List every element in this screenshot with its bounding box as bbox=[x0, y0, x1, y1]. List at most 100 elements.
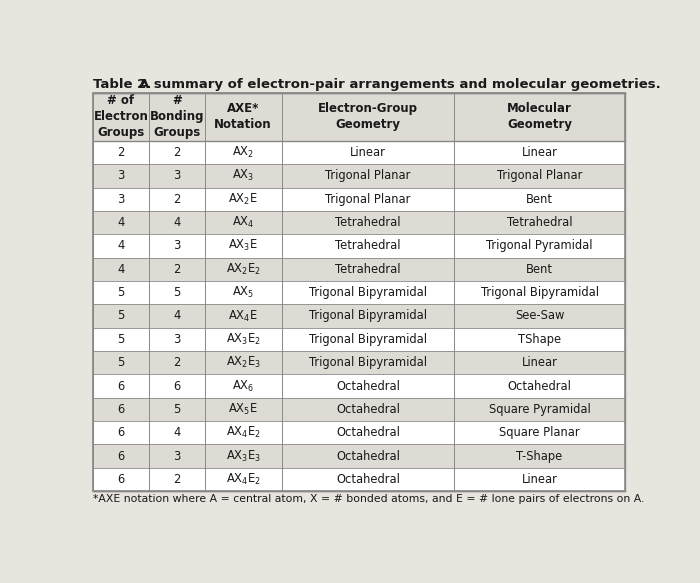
Text: 3: 3 bbox=[173, 333, 181, 346]
Text: A summary of electron-pair arrangements and molecular geometries.: A summary of electron-pair arrangements … bbox=[139, 79, 661, 92]
Text: 6: 6 bbox=[117, 403, 125, 416]
Bar bbox=[93, 141, 624, 164]
Text: 2: 2 bbox=[173, 263, 181, 276]
Text: AX$_5$: AX$_5$ bbox=[232, 285, 254, 300]
Bar bbox=[93, 374, 624, 398]
Text: AX$_2$E$_3$: AX$_2$E$_3$ bbox=[225, 355, 260, 370]
Text: Trigonal Bipyramidal: Trigonal Bipyramidal bbox=[309, 286, 427, 299]
Bar bbox=[93, 93, 624, 491]
Text: 2: 2 bbox=[173, 193, 181, 206]
Text: AXE*
Notation: AXE* Notation bbox=[214, 103, 272, 131]
Text: Tetrahedral: Tetrahedral bbox=[335, 216, 401, 229]
Text: Octahedral: Octahedral bbox=[508, 380, 571, 392]
Text: Tetrahedral: Tetrahedral bbox=[507, 216, 573, 229]
Text: Octahedral: Octahedral bbox=[336, 449, 400, 463]
Text: Electron-Group
Geometry: Electron-Group Geometry bbox=[318, 103, 418, 131]
Text: Trigonal Bipyramidal: Trigonal Bipyramidal bbox=[480, 286, 598, 299]
Bar bbox=[93, 258, 624, 281]
Text: 2: 2 bbox=[173, 473, 181, 486]
Text: # of
Electron
Groups: # of Electron Groups bbox=[93, 94, 148, 139]
Text: 4: 4 bbox=[173, 310, 181, 322]
Bar bbox=[93, 468, 624, 491]
Text: 5: 5 bbox=[117, 286, 125, 299]
Text: 4: 4 bbox=[117, 263, 125, 276]
Text: 4: 4 bbox=[117, 240, 125, 252]
Text: T-Shape: T-Shape bbox=[517, 449, 563, 463]
Bar bbox=[93, 398, 624, 421]
Text: *AXE notation where A = central atom, X = # bonded atoms, and E = # lone pairs o: *AXE notation where A = central atom, X … bbox=[93, 494, 644, 504]
Text: See-Saw: See-Saw bbox=[514, 310, 564, 322]
Text: AX$_3$: AX$_3$ bbox=[232, 168, 254, 184]
Text: Trigonal Bipyramidal: Trigonal Bipyramidal bbox=[309, 356, 427, 369]
Text: AX$_2$E$_2$: AX$_2$E$_2$ bbox=[225, 262, 260, 277]
Text: AX$_2$E: AX$_2$E bbox=[228, 192, 258, 207]
Text: TShape: TShape bbox=[518, 333, 561, 346]
Text: Linear: Linear bbox=[522, 473, 557, 486]
Text: 2: 2 bbox=[173, 356, 181, 369]
Text: Linear: Linear bbox=[522, 146, 557, 159]
Text: 2: 2 bbox=[173, 146, 181, 159]
Text: 3: 3 bbox=[173, 449, 181, 463]
Text: Linear: Linear bbox=[350, 146, 386, 159]
Text: Tetrahedral: Tetrahedral bbox=[335, 240, 401, 252]
Text: AX$_2$: AX$_2$ bbox=[232, 145, 254, 160]
Text: AX$_5$E: AX$_5$E bbox=[228, 402, 258, 417]
Text: Table 2.: Table 2. bbox=[93, 79, 151, 92]
Text: 5: 5 bbox=[173, 403, 181, 416]
Text: Trigonal Pyramidal: Trigonal Pyramidal bbox=[486, 240, 593, 252]
Bar bbox=[93, 164, 624, 188]
Text: Trigonal Planar: Trigonal Planar bbox=[326, 193, 411, 206]
Text: 3: 3 bbox=[117, 169, 125, 182]
Bar bbox=[93, 211, 624, 234]
Text: 6: 6 bbox=[117, 426, 125, 439]
Bar bbox=[93, 93, 624, 141]
Text: Octahedral: Octahedral bbox=[336, 403, 400, 416]
Text: 4: 4 bbox=[117, 216, 125, 229]
Text: Octahedral: Octahedral bbox=[336, 426, 400, 439]
Text: 6: 6 bbox=[117, 473, 125, 486]
Text: Trigonal Bipyramidal: Trigonal Bipyramidal bbox=[309, 333, 427, 346]
Bar bbox=[93, 351, 624, 374]
Bar bbox=[93, 421, 624, 444]
Bar bbox=[93, 93, 624, 491]
Bar bbox=[93, 304, 624, 328]
Text: AX$_4$: AX$_4$ bbox=[232, 215, 254, 230]
Text: 5: 5 bbox=[117, 310, 125, 322]
Text: 6: 6 bbox=[117, 380, 125, 392]
Text: Trigonal Planar: Trigonal Planar bbox=[326, 169, 411, 182]
Text: Octahedral: Octahedral bbox=[336, 473, 400, 486]
Text: 5: 5 bbox=[173, 286, 181, 299]
Text: Linear: Linear bbox=[522, 356, 557, 369]
Text: Bent: Bent bbox=[526, 193, 553, 206]
Text: Octahedral: Octahedral bbox=[336, 380, 400, 392]
Text: Square Pyramidal: Square Pyramidal bbox=[489, 403, 590, 416]
Text: Trigonal Planar: Trigonal Planar bbox=[497, 169, 582, 182]
Bar bbox=[93, 444, 624, 468]
Text: AX$_3$E$_3$: AX$_3$E$_3$ bbox=[225, 448, 260, 463]
Text: 6: 6 bbox=[173, 380, 181, 392]
Text: AX$_4$E$_2$: AX$_4$E$_2$ bbox=[225, 425, 260, 440]
Text: 4: 4 bbox=[173, 216, 181, 229]
Text: AX$_3$E$_2$: AX$_3$E$_2$ bbox=[225, 332, 260, 347]
Text: AX$_4$E$_2$: AX$_4$E$_2$ bbox=[225, 472, 260, 487]
Text: 6: 6 bbox=[117, 449, 125, 463]
Text: AX$_3$E: AX$_3$E bbox=[228, 238, 258, 254]
Text: Molecular
Geometry: Molecular Geometry bbox=[507, 103, 572, 131]
Bar bbox=[93, 328, 624, 351]
Text: Tetrahedral: Tetrahedral bbox=[335, 263, 401, 276]
Bar bbox=[93, 188, 624, 211]
Bar bbox=[93, 281, 624, 304]
Text: 3: 3 bbox=[117, 193, 125, 206]
Text: Square Planar: Square Planar bbox=[499, 426, 580, 439]
Text: Bent: Bent bbox=[526, 263, 553, 276]
Text: 3: 3 bbox=[173, 169, 181, 182]
Text: AX$_4$E: AX$_4$E bbox=[228, 308, 258, 324]
Bar bbox=[93, 234, 624, 258]
Text: 5: 5 bbox=[117, 356, 125, 369]
Text: 3: 3 bbox=[173, 240, 181, 252]
Text: #
Bonding
Groups: # Bonding Groups bbox=[149, 94, 204, 139]
Text: 2: 2 bbox=[117, 146, 125, 159]
Text: Trigonal Bipyramidal: Trigonal Bipyramidal bbox=[309, 310, 427, 322]
Text: 5: 5 bbox=[117, 333, 125, 346]
Text: AX$_6$: AX$_6$ bbox=[232, 378, 254, 394]
